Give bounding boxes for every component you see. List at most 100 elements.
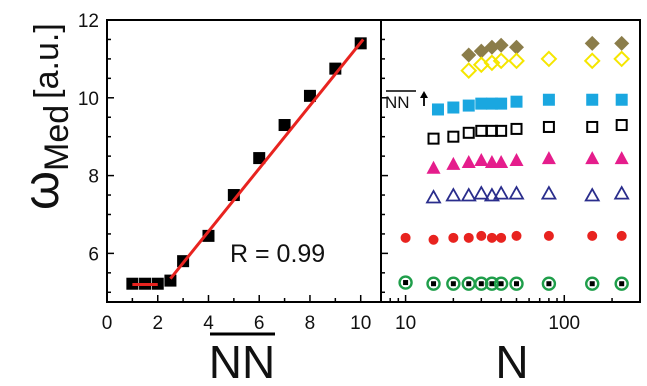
data-point-circled-square <box>398 275 413 290</box>
left-x-tick-label: 4 <box>203 313 214 334</box>
left-x-axis-title: NN <box>209 336 275 386</box>
left-x-tick-label: 2 <box>152 313 163 334</box>
data-point-circled-square <box>426 276 441 291</box>
data-point-filled-diamond <box>509 39 525 55</box>
data-point-filled-circle <box>400 232 411 243</box>
y-tick-label: 6 <box>88 244 99 265</box>
y-tick-label: 10 <box>78 89 99 110</box>
data-point-ring <box>474 276 489 291</box>
data-point-circled-square <box>509 276 524 291</box>
data-point-filled-triangle <box>446 156 461 170</box>
data-point-filled-diamond <box>614 35 630 51</box>
y-axis-unit: [a.u.] <box>28 23 66 99</box>
data-point-filled-triangle <box>484 154 499 168</box>
left-panel-axes: 6 8 10 12 0 2 4 6 8 10 <box>78 11 371 334</box>
data-point-core <box>466 281 472 287</box>
data-point-core <box>546 281 552 287</box>
data-point-core <box>450 281 456 287</box>
data-point-open-triangle <box>493 185 510 200</box>
left-x-tick-label: 0 <box>102 313 113 334</box>
data-point-circled-square <box>484 276 500 291</box>
data-point-open-triangle <box>483 187 500 202</box>
data-point-open-square <box>427 132 440 145</box>
data-point-open-triangle <box>540 185 557 200</box>
data-point-open-diamond <box>460 62 478 79</box>
data-point-filled-square <box>542 93 555 106</box>
data-point-open-triangle <box>508 185 525 200</box>
data-point-filled-square <box>510 95 523 108</box>
data-point-core <box>403 280 409 286</box>
data-point-ring <box>484 276 500 291</box>
data-point-circled-square <box>614 276 629 291</box>
right-panel-axes: 10 100 <box>380 19 641 334</box>
data-point-open-triangle <box>584 187 601 202</box>
data-point-filled-square <box>495 97 508 110</box>
data-point-core <box>589 281 595 287</box>
data-point-filled-circle <box>543 230 554 241</box>
data-point-filled-square <box>164 274 177 287</box>
data-point-open-square <box>586 120 599 133</box>
data-point-filled-triangle <box>461 154 476 168</box>
data-point-filled-circle <box>511 230 522 241</box>
data-point-circled-square <box>474 276 489 291</box>
data-point-filled-circle <box>428 234 439 245</box>
data-point-filled-circle <box>448 232 459 243</box>
y-axis-subscript: Med <box>38 105 76 171</box>
fit-line <box>169 38 365 280</box>
data-point-filled-circle <box>486 232 497 243</box>
data-point-core <box>619 281 625 287</box>
data-point-core <box>498 281 504 287</box>
data-point-open-diamond <box>540 50 558 68</box>
y-axis-symbol: ω <box>13 171 69 210</box>
right-x-tick-label: 10 <box>395 313 416 334</box>
data-point-filled-circle <box>476 230 487 241</box>
data-point-open-triangle <box>460 187 477 202</box>
left-x-tick-label: 6 <box>254 313 265 334</box>
data-point-open-square <box>510 122 523 135</box>
data-point-open-square <box>495 124 508 137</box>
correlation-annotation: R = 0.99 <box>230 240 325 268</box>
data-point-circled-square <box>461 276 476 291</box>
data-point-ring <box>509 276 524 291</box>
data-point-filled-square <box>586 93 599 106</box>
data-point-open-square <box>447 130 460 143</box>
data-point-filled-square <box>615 93 628 106</box>
y-axis-title: ωMed [a.u.] <box>13 23 76 210</box>
data-point-filled-diamond <box>493 37 509 53</box>
data-point-ring <box>426 276 441 291</box>
left-panel-plot <box>126 37 367 290</box>
left-x-tick-label: 10 <box>350 313 371 334</box>
data-point-filled-triangle <box>426 160 441 174</box>
data-point-open-square <box>542 120 555 133</box>
data-point-open-diamond <box>583 52 601 70</box>
data-point-open-diamond <box>492 52 510 70</box>
data-point-ring <box>614 276 629 291</box>
right-panel-plot <box>398 35 631 291</box>
data-point-filled-square <box>278 119 291 132</box>
y-tick-label: 12 <box>78 11 99 32</box>
data-point-filled-square <box>253 152 266 165</box>
data-point-core <box>489 281 495 287</box>
data-point-open-diamond <box>483 54 501 72</box>
data-point-filled-triangle <box>509 153 524 167</box>
data-point-open-triangle <box>473 185 490 200</box>
right-panel-frame <box>380 19 641 303</box>
data-point-circled-square <box>493 276 509 291</box>
right-x-axis-title: N <box>495 336 528 386</box>
nn-arrow-icon <box>420 91 428 106</box>
data-point-filled-diamond <box>584 35 600 51</box>
data-point-filled-square <box>475 97 488 110</box>
data-point-ring <box>398 275 413 290</box>
data-point-open-triangle <box>613 185 630 200</box>
data-point-filled-square <box>126 277 139 290</box>
data-point-filled-triangle <box>541 151 556 165</box>
left-x-tick-label: 8 <box>305 313 316 334</box>
data-point-filled-square <box>431 103 444 116</box>
data-point-circled-square <box>585 276 600 291</box>
data-point-open-triangle <box>425 189 442 204</box>
data-point-open-diamond <box>613 50 631 68</box>
data-point-filled-diamond <box>461 47 477 63</box>
data-point-filled-circle <box>587 230 598 241</box>
data-point-ring <box>493 276 509 291</box>
data-point-core <box>514 281 520 287</box>
